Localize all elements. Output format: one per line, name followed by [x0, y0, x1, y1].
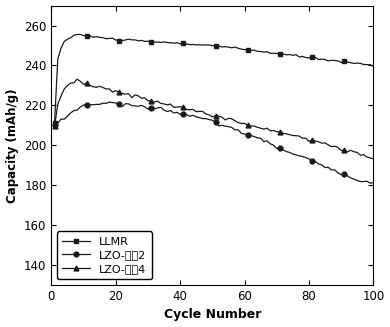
LZO-实例4	[117, 90, 121, 94]
Legend: LLMR, LZO-实例2, LZO-实例4: LLMR, LZO-实例2, LZO-实例4	[57, 232, 152, 280]
LZO-实例4	[75, 77, 80, 81]
Line: LZO-实例4: LZO-实例4	[52, 77, 376, 161]
LZO-实例4	[371, 157, 376, 161]
LZO-实例2	[371, 181, 376, 184]
LZO-实例2	[358, 180, 363, 183]
Line: LZO-实例2: LZO-实例2	[52, 100, 376, 186]
LLMR	[117, 39, 121, 43]
LZO-实例4	[358, 153, 363, 157]
LLMR	[371, 64, 376, 68]
LZO-实例4	[348, 148, 353, 152]
LZO-实例2	[117, 102, 121, 106]
Line: LLMR: LLMR	[52, 32, 376, 125]
LZO-实例2	[368, 181, 372, 185]
LZO-实例4	[129, 96, 134, 100]
LZO-实例4	[52, 124, 57, 128]
LLMR	[75, 32, 80, 36]
LLMR	[358, 61, 363, 65]
LZO-实例2	[220, 123, 224, 127]
LLMR	[245, 48, 250, 52]
LLMR	[220, 45, 224, 49]
LZO-实例2	[107, 100, 112, 104]
LZO-实例2	[348, 176, 353, 180]
LZO-实例4	[220, 115, 224, 119]
LZO-实例2	[52, 123, 57, 127]
LZO-实例4	[245, 123, 250, 127]
Y-axis label: Capacity (mAh/g): Capacity (mAh/g)	[5, 88, 19, 202]
LLMR	[129, 38, 134, 42]
LZO-实例2	[245, 133, 250, 137]
LLMR	[348, 61, 353, 65]
LZO-实例2	[129, 104, 134, 108]
LLMR	[52, 121, 57, 125]
X-axis label: Cycle Number: Cycle Number	[164, 308, 261, 321]
